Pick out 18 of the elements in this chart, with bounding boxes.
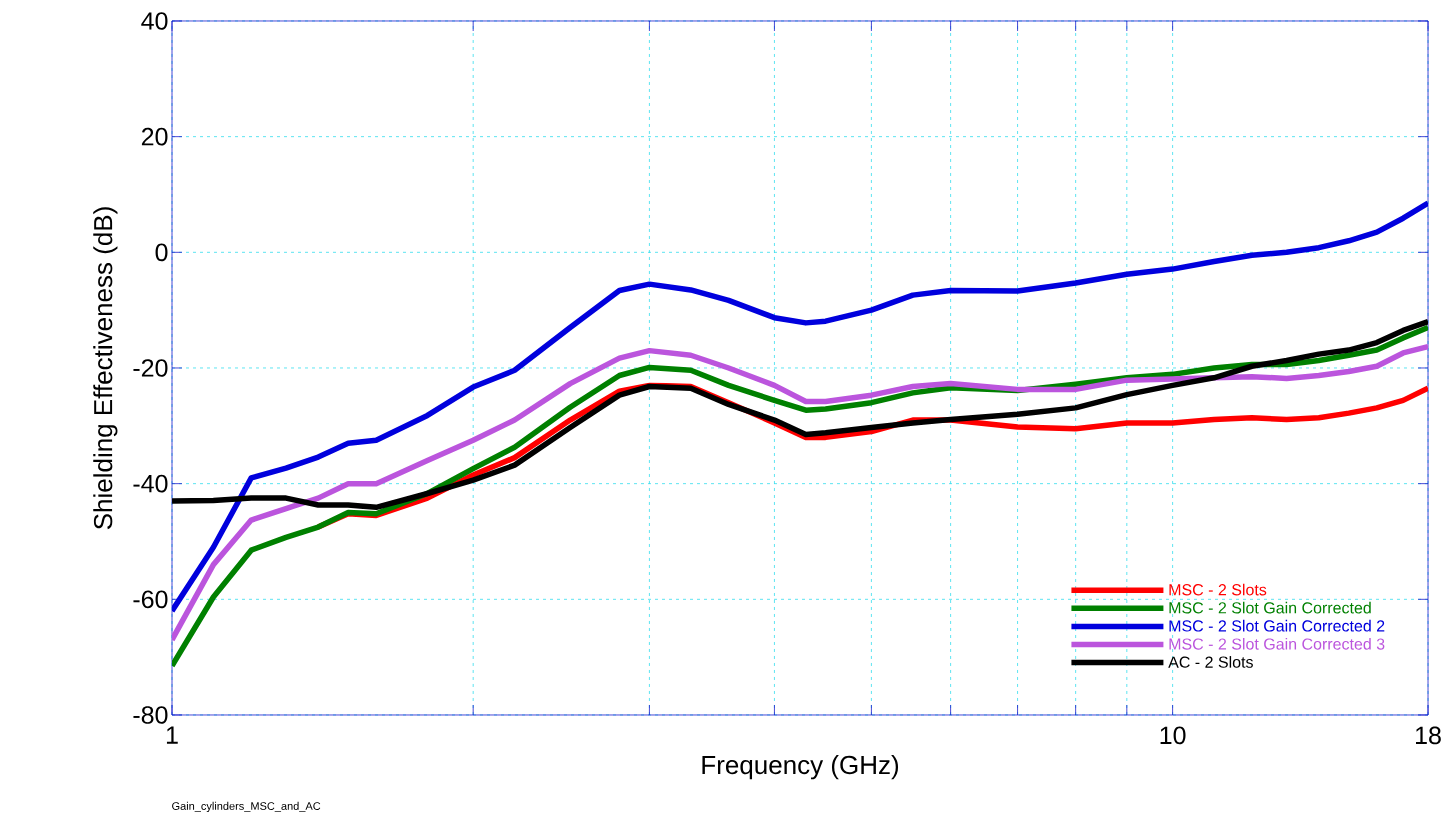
y-tick-label: -60 <box>133 590 168 609</box>
text: AC - 2 Slots <box>1168 656 1253 668</box>
text: MSC - 2 Slot Gain Corrected 2 <box>1169 619 1385 632</box>
text: MSC - 2 Slots <box>1169 583 1267 596</box>
y-tick-label: 20 <box>141 127 168 146</box>
x-tick-label: 18 <box>1416 726 1441 745</box>
text: Gain_cylinders_MSC_and_AC <box>172 801 321 813</box>
y-tick-label: -40 <box>133 474 168 493</box>
y-tick-label: 0 <box>155 243 168 262</box>
x-tick-label: 10 <box>1160 726 1186 745</box>
y-tick-label: -20 <box>133 359 168 377</box>
text: MSC - 2 Slot Gain Corrected 3 <box>1169 637 1385 650</box>
text: MSC - 2 Slot Gain Corrected <box>1169 601 1371 614</box>
y-tick-label: 40 <box>141 12 168 30</box>
x-tick-label: 1 <box>166 726 178 744</box>
y-tick-label: -80 <box>133 706 168 724</box>
x-axis-title: Frequency (GHz) <box>702 755 899 780</box>
y-axis-title: Shielding Effectiveness (dB) <box>93 207 118 530</box>
